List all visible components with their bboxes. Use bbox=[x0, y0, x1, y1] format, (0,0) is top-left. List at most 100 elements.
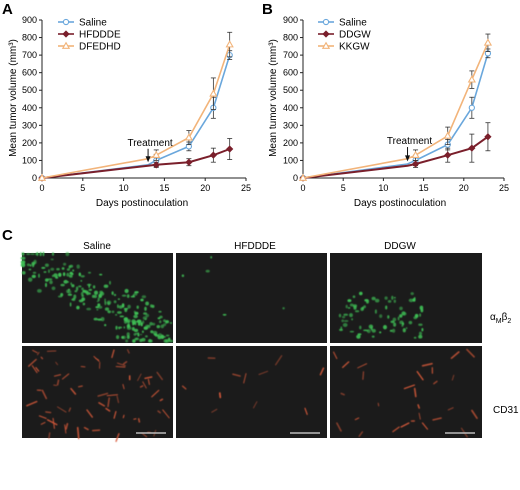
cell-dot bbox=[71, 284, 75, 288]
cell-dot bbox=[356, 334, 361, 339]
vessel-segment bbox=[403, 384, 415, 390]
data-point bbox=[483, 38, 493, 46]
cell-dot bbox=[375, 298, 380, 303]
cell-dot bbox=[338, 313, 342, 318]
cell-dot bbox=[142, 320, 145, 324]
panel-letter-b: B bbox=[262, 1, 273, 18]
cell-dot bbox=[399, 306, 403, 311]
vessel-segment bbox=[70, 387, 77, 395]
vessel-segment bbox=[57, 406, 67, 413]
cell-dot bbox=[405, 327, 408, 330]
cell-dot bbox=[123, 326, 126, 329]
cell-dot bbox=[30, 253, 35, 255]
cell-dot bbox=[205, 269, 210, 273]
x-axis-title: Days postinoculation bbox=[96, 198, 188, 209]
vessel-segment bbox=[319, 367, 325, 376]
data-point bbox=[152, 150, 161, 159]
cell-dot bbox=[144, 318, 147, 321]
cell-dot bbox=[347, 307, 351, 309]
cell-dot bbox=[73, 294, 77, 299]
cell-dot bbox=[55, 276, 59, 279]
vessel-segment bbox=[45, 411, 52, 414]
cell-dot bbox=[78, 285, 82, 288]
cell-dot bbox=[61, 267, 65, 270]
cell-dot bbox=[113, 293, 117, 297]
cell-dot bbox=[121, 294, 127, 297]
cell-dot bbox=[111, 310, 115, 314]
legend-label: DFEDHD bbox=[79, 42, 121, 53]
chart-b: Mean tumor volume (mm³) Days postinocula… bbox=[268, 15, 509, 209]
cell-dot bbox=[393, 296, 396, 299]
legend-label: HFDDDE bbox=[79, 30, 121, 41]
cell-dot bbox=[391, 295, 394, 300]
vessel-segment bbox=[219, 392, 222, 399]
micrograph-background bbox=[176, 346, 327, 438]
vessel-segment bbox=[147, 378, 150, 385]
cell-dot bbox=[139, 338, 143, 343]
cell-dot bbox=[42, 251, 45, 257]
cell-dot bbox=[342, 315, 346, 319]
x-tick-label: 5 bbox=[80, 183, 85, 193]
cell-dot bbox=[156, 325, 161, 329]
series-ddgw bbox=[299, 122, 492, 182]
legend-marker bbox=[321, 41, 331, 49]
x-tick-label: 15 bbox=[159, 183, 169, 193]
cell-dot bbox=[125, 339, 129, 343]
cell-dot bbox=[39, 251, 42, 257]
treatment-label: Treatment bbox=[127, 138, 172, 149]
cell-dot bbox=[31, 274, 36, 279]
cell-dot bbox=[161, 336, 166, 338]
vessel-segment bbox=[211, 408, 218, 413]
cell-dot bbox=[51, 274, 54, 278]
stain-signal bbox=[20, 251, 174, 343]
micrograph-saline-row1 bbox=[20, 251, 174, 343]
vessel-segment bbox=[340, 392, 345, 396]
cell-dot bbox=[115, 314, 118, 316]
cell-dot bbox=[134, 311, 139, 315]
y-tick-label: 500 bbox=[283, 85, 298, 95]
vessel-segment bbox=[137, 373, 142, 382]
cell-dot bbox=[344, 320, 349, 322]
cell-dot bbox=[133, 314, 138, 319]
micrograph-saline-row2 bbox=[22, 346, 173, 442]
cell-dot bbox=[133, 328, 139, 333]
x-tick-label: 0 bbox=[39, 183, 44, 193]
vessel-segment bbox=[77, 385, 83, 388]
vessel-segment bbox=[447, 407, 454, 411]
cell-dot bbox=[145, 301, 150, 306]
cell-dot bbox=[57, 295, 63, 298]
cell-dot bbox=[81, 287, 84, 291]
micrograph-hfddde-row1 bbox=[176, 253, 327, 343]
cell-dot bbox=[68, 274, 73, 278]
series-kkgw bbox=[298, 33, 493, 181]
vessel-segment bbox=[28, 358, 37, 367]
data-point bbox=[152, 161, 160, 169]
vessel-segment bbox=[342, 361, 350, 369]
legend-marker bbox=[61, 41, 71, 49]
cell-dot bbox=[359, 291, 363, 296]
cell-dot bbox=[339, 328, 343, 331]
cell-dot bbox=[136, 319, 142, 324]
cell-dot bbox=[56, 268, 60, 271]
cell-dot bbox=[408, 320, 413, 325]
x-tick-label: 20 bbox=[200, 183, 210, 193]
cell-dot bbox=[104, 324, 107, 327]
y-tick-label: 0 bbox=[293, 173, 298, 183]
vessel-segment bbox=[32, 349, 38, 354]
vessel-segment bbox=[181, 385, 187, 390]
cell-dot bbox=[58, 272, 62, 277]
vessel-segment bbox=[336, 422, 342, 432]
cell-dot bbox=[160, 324, 164, 329]
cell-dot bbox=[20, 263, 26, 265]
cell-dot bbox=[88, 271, 91, 274]
y-axis-title: Mean tumor volume (mm³) bbox=[268, 39, 279, 157]
vessel-segment bbox=[304, 407, 308, 415]
cell-dot bbox=[371, 296, 376, 301]
vessel-segment bbox=[253, 401, 258, 409]
cell-dot bbox=[140, 298, 144, 302]
column-label-hfddde: HFDDDE bbox=[234, 241, 276, 252]
cell-dot bbox=[137, 334, 140, 337]
vessel-segment bbox=[122, 361, 128, 365]
cell-dot bbox=[67, 288, 71, 291]
